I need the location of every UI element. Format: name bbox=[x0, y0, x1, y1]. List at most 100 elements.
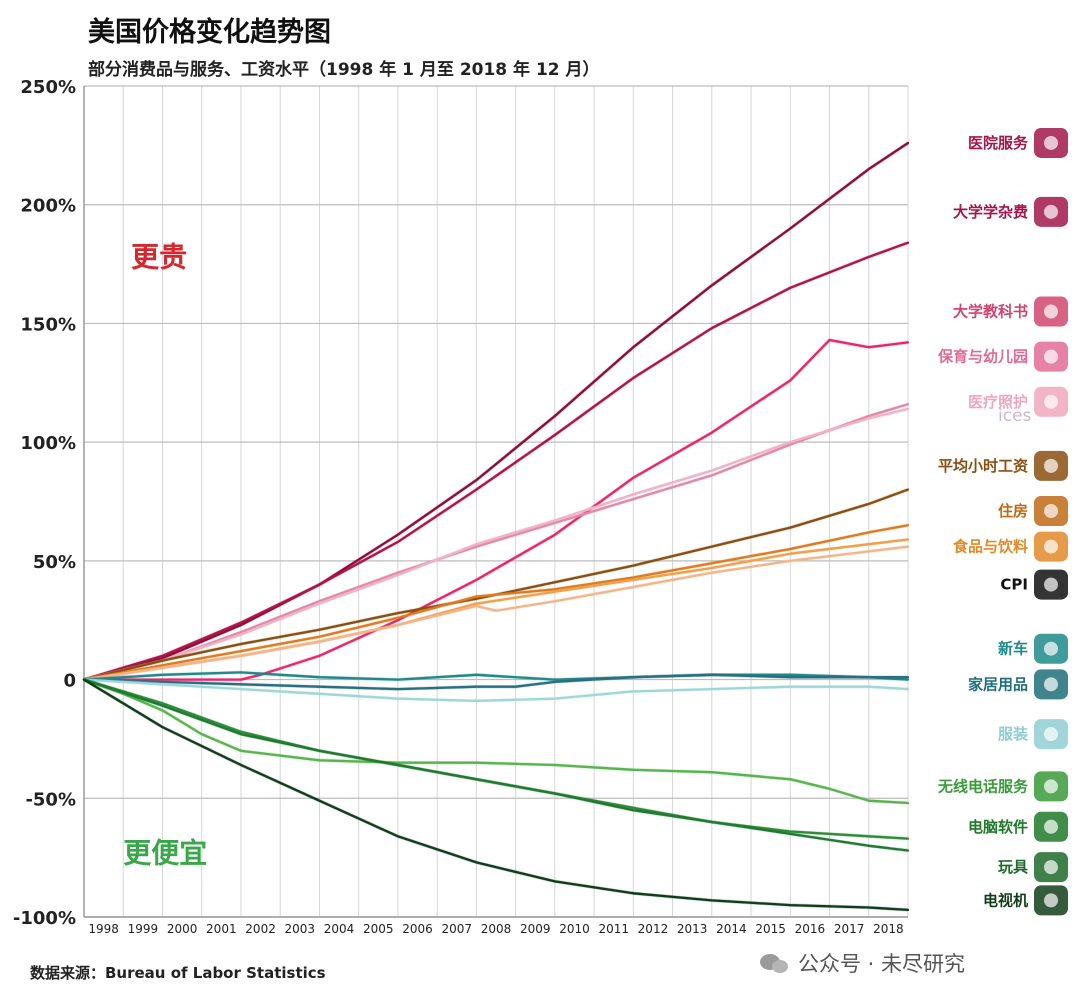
icon-glyph bbox=[1044, 458, 1058, 473]
legend-item: 服装 bbox=[998, 719, 1068, 750]
label-fragment: ices bbox=[998, 406, 1032, 426]
chart-title: 美国价格变化趋势图 bbox=[88, 17, 331, 48]
series-line bbox=[82, 338, 910, 681]
legend-label: 食品与饮料 bbox=[953, 538, 1028, 556]
series-line bbox=[82, 678, 910, 852]
x-tick-label: 2008 bbox=[481, 922, 512, 936]
series-line-shadow bbox=[83, 678, 909, 912]
x-tick-label: 2009 bbox=[520, 922, 551, 936]
x-tick-label: 2014 bbox=[716, 922, 747, 936]
icon-glyph bbox=[1044, 677, 1058, 692]
legend-item: 无线电话服务 bbox=[937, 771, 1068, 802]
x-tick-label: 2006 bbox=[402, 922, 433, 936]
x-tick-label: 1998 bbox=[88, 922, 119, 936]
x-tick-label: 2005 bbox=[363, 922, 394, 936]
icon-glyph bbox=[1044, 304, 1058, 319]
series-line bbox=[82, 678, 910, 840]
watermark: 公众号 · 未尽研究 bbox=[760, 948, 965, 978]
series-line bbox=[82, 678, 910, 912]
series-line bbox=[82, 678, 910, 805]
chart-subtitle: 部分消费品与服务、工资水平（1998 年 1 月至 2018 年 12 月） bbox=[88, 60, 600, 80]
icon-glyph bbox=[1044, 577, 1058, 592]
legend-label: CPI bbox=[1000, 576, 1028, 594]
pricier-annotation: 更贵 bbox=[131, 240, 187, 273]
series-lines bbox=[82, 141, 910, 912]
series-line-shadow bbox=[83, 677, 909, 853]
legend-label: 医疗照护 bbox=[968, 393, 1028, 411]
icon-glyph bbox=[1044, 503, 1058, 518]
x-tick-label: 2015 bbox=[755, 922, 786, 936]
x-tick-label: 2002 bbox=[245, 922, 276, 936]
series-line bbox=[82, 524, 910, 681]
legend-label: 电脑软件 bbox=[968, 818, 1028, 836]
icon-glyph bbox=[1044, 539, 1058, 554]
series-line bbox=[82, 678, 910, 703]
series-line-shadow bbox=[83, 241, 909, 682]
y-tick-label: -100% bbox=[13, 908, 76, 929]
y-tick-label: 0 bbox=[63, 671, 76, 692]
series-line bbox=[82, 241, 910, 681]
icon-glyph bbox=[1044, 860, 1058, 875]
series-line bbox=[82, 673, 910, 691]
legend-label: 大学学杂费 bbox=[953, 203, 1028, 221]
icon-glyph bbox=[1044, 819, 1058, 834]
x-tick-label: 2018 bbox=[873, 922, 904, 936]
series-line-shadow bbox=[83, 544, 909, 682]
x-tick-label: 1999 bbox=[128, 922, 159, 936]
x-tick-label: 2003 bbox=[285, 922, 316, 936]
watermark-text: 公众号 · 未尽研究 bbox=[798, 952, 966, 976]
series-line-shadow bbox=[83, 677, 909, 841]
cheaper-annotation: 更便宜 bbox=[123, 836, 207, 869]
wechat-icon bbox=[760, 952, 790, 974]
legend-label: 大学教科书 bbox=[953, 303, 1028, 321]
legend-item: 食品与饮料 bbox=[953, 531, 1068, 562]
x-tick-label: 2013 bbox=[677, 922, 708, 936]
x-tick-label: 2012 bbox=[638, 922, 669, 936]
legend-label: 保育与幼儿园 bbox=[937, 348, 1028, 366]
legend-item: 新车 bbox=[998, 633, 1068, 664]
y-tick-label: 250% bbox=[20, 77, 76, 98]
legend-item: 玩具 bbox=[998, 852, 1068, 883]
icon-glyph bbox=[1044, 727, 1058, 742]
x-tick-label: 2000 bbox=[167, 922, 198, 936]
legend-item: 保育与幼儿园 bbox=[937, 341, 1068, 372]
legend-label: 无线电话服务 bbox=[937, 777, 1029, 795]
legend-label: 住房 bbox=[998, 502, 1028, 520]
legend-label: 电视机 bbox=[983, 891, 1028, 909]
y-axis: 250% 200% 150% 100% 50% 0 -50% -100% bbox=[13, 77, 76, 929]
legend-item: 大学学杂费 bbox=[953, 196, 1068, 227]
legend-item: 医疗照护 bbox=[968, 386, 1068, 417]
x-tick-label: 2016 bbox=[795, 922, 826, 936]
legend-label: 家居用品 bbox=[968, 675, 1028, 693]
series-line-shadow bbox=[84, 338, 909, 682]
series-line bbox=[82, 407, 910, 681]
icon-glyph bbox=[1044, 349, 1058, 364]
legend-item: 电脑软件 bbox=[968, 811, 1068, 842]
legend-label: 平均小时工资 bbox=[938, 457, 1028, 475]
icon-glyph bbox=[1044, 641, 1058, 656]
legend-label: 医院服务 bbox=[968, 134, 1029, 152]
x-tick-label: 2010 bbox=[559, 922, 590, 936]
icon-glyph bbox=[1044, 893, 1058, 908]
x-tick-label: 2007 bbox=[441, 922, 472, 936]
legend-item: 家居用品 bbox=[968, 669, 1068, 700]
y-tick-label: 100% bbox=[20, 433, 76, 454]
x-tick-label: 2001 bbox=[206, 922, 237, 936]
legend-item: CPI bbox=[1000, 569, 1068, 600]
legend-item: 住房 bbox=[998, 495, 1068, 526]
series-line bbox=[82, 488, 910, 681]
legend-label: 玩具 bbox=[998, 858, 1028, 876]
series-line bbox=[82, 545, 910, 681]
data-source: 数据来源：Bureau of Labor Statistics bbox=[30, 964, 326, 982]
series-line bbox=[82, 671, 910, 681]
y-tick-label: -50% bbox=[25, 789, 76, 810]
series-line bbox=[82, 403, 910, 681]
legend-item: 大学教科书 bbox=[953, 296, 1068, 327]
legend-item: 医院服务 bbox=[968, 127, 1068, 158]
icon-glyph bbox=[1044, 779, 1058, 794]
x-tick-label: 2004 bbox=[324, 922, 355, 936]
x-tick-label: 2017 bbox=[834, 922, 865, 936]
legend-item: 电视机 bbox=[983, 885, 1068, 916]
